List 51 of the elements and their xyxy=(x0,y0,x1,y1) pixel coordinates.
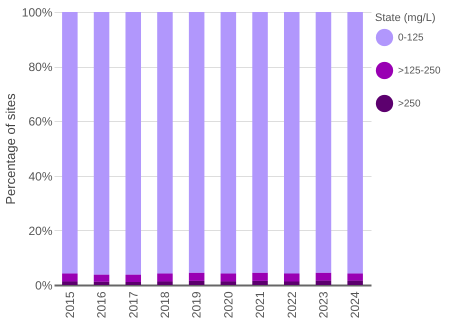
x-tick-label: 2022 xyxy=(284,291,299,318)
bar xyxy=(62,274,78,282)
bar xyxy=(157,274,173,282)
legend-label: >250 xyxy=(398,98,421,110)
bar xyxy=(284,281,300,285)
y-tick-label: 40% xyxy=(28,169,53,184)
bar xyxy=(188,272,204,281)
x-tick-label: 2017 xyxy=(126,291,140,318)
bar xyxy=(125,274,142,282)
y-tick-label: 100% xyxy=(22,6,53,20)
bar xyxy=(125,282,142,285)
bar xyxy=(284,12,300,274)
x-tick-label: 2023 xyxy=(316,291,330,318)
bar xyxy=(252,280,268,285)
bar xyxy=(220,12,236,274)
bar xyxy=(188,280,204,285)
bar xyxy=(347,12,363,274)
bar xyxy=(94,12,110,275)
x-tick-label: 2021 xyxy=(253,291,268,318)
bar xyxy=(220,281,236,285)
bar xyxy=(347,274,363,281)
bar xyxy=(157,12,173,274)
y-tick-label: 20% xyxy=(28,224,53,238)
bar xyxy=(157,281,173,285)
legend-label: >125-250 xyxy=(398,66,441,76)
bar xyxy=(347,280,363,285)
bar xyxy=(125,12,142,275)
y-tick-label: 60% xyxy=(28,114,53,129)
x-tick-label: 2018 xyxy=(158,291,172,318)
bar xyxy=(94,274,110,282)
x-tick-label: 2024 xyxy=(348,291,362,318)
bar xyxy=(316,272,332,281)
legend-label: 0-125 xyxy=(398,32,424,44)
bar xyxy=(62,281,78,285)
bar xyxy=(220,274,236,282)
bar xyxy=(316,12,332,273)
y-axis-title: Percentage of sites xyxy=(2,92,18,205)
bar xyxy=(252,272,268,281)
x-tick-label: 2019 xyxy=(190,291,204,318)
x-tick-label: 2016 xyxy=(94,291,109,318)
x-tick-label: 2015 xyxy=(62,291,77,318)
y-tick-label: 0% xyxy=(35,278,53,292)
legend-title: State (mg/L) xyxy=(375,12,436,24)
bar xyxy=(188,12,204,273)
bar xyxy=(284,274,300,282)
bar xyxy=(94,282,110,285)
bar xyxy=(252,12,268,273)
bar xyxy=(62,12,78,274)
bar xyxy=(316,280,332,285)
x-tick-label: 2020 xyxy=(221,291,236,318)
y-tick-label: 80% xyxy=(28,60,53,74)
